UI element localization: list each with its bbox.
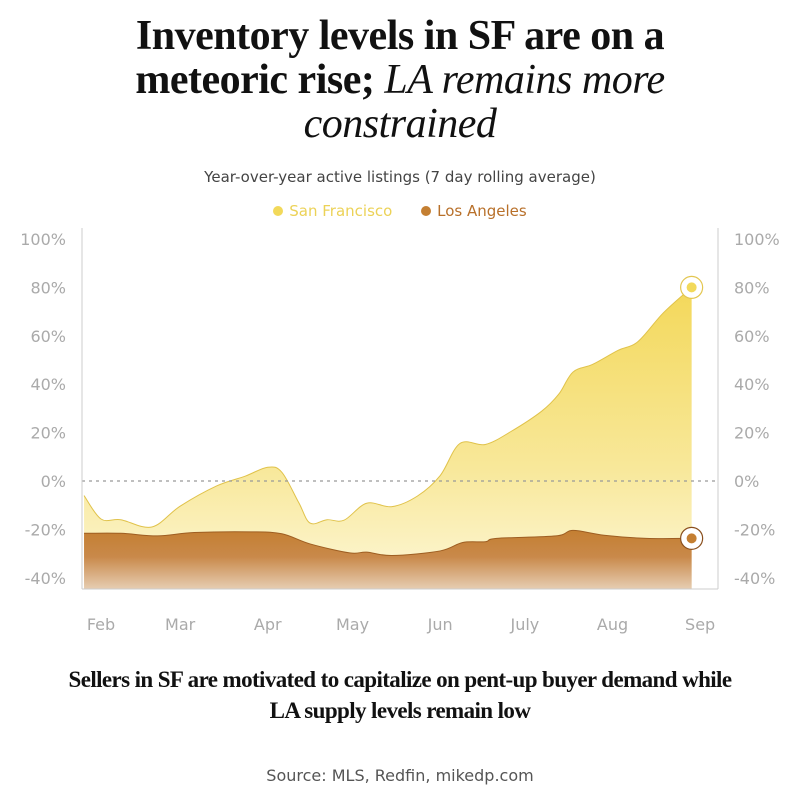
x-tick-label: May xyxy=(336,615,369,634)
y-tick-label-right: -40% xyxy=(734,569,775,588)
y-tick-label-left: 40% xyxy=(30,375,66,394)
chart-caption: Sellers in SF are motivated to capitaliz… xyxy=(68,667,733,723)
y-tick-label-right: 80% xyxy=(734,278,770,297)
legend-item-sf: San Francisco xyxy=(273,202,392,220)
legend-item-la: Los Angeles xyxy=(421,202,527,220)
endpoint-dot-la xyxy=(686,533,697,544)
legend-dot-la xyxy=(421,206,432,216)
legend-label-sf: San Francisco xyxy=(289,202,393,220)
y-tick-label-right: -20% xyxy=(734,520,775,539)
y-tick-label-right: 20% xyxy=(734,424,770,443)
legend-label-la: Los Angeles xyxy=(437,202,527,220)
y-tick-label-left: 0% xyxy=(41,472,66,491)
y-tick-label-right: 60% xyxy=(734,327,770,346)
y-tick-label-left: 100% xyxy=(20,230,66,249)
line-la xyxy=(84,529,692,557)
source-note: Source: MLS, Redfin, mikedp.com xyxy=(266,766,534,785)
y-tick-label-left: -40% xyxy=(25,569,66,588)
y-tick-label-left: 80% xyxy=(30,278,66,297)
x-tick-label: Apr xyxy=(254,615,282,634)
y-tick-label-right: 40% xyxy=(734,375,770,394)
x-tick-label: July xyxy=(510,615,540,634)
y-tick-label-right: 0% xyxy=(734,472,759,491)
area-la xyxy=(84,530,692,589)
x-tick-label: Mar xyxy=(165,615,196,634)
y-tick-label-left: -20% xyxy=(25,520,66,539)
x-tick-label: Feb xyxy=(87,615,115,634)
x-tick-label: Jun xyxy=(427,615,453,634)
line-sf xyxy=(83,287,692,528)
x-tick-label: Aug xyxy=(597,615,628,634)
area-sf xyxy=(84,287,692,589)
chart-subtitle: Year-over-year active listings (7 day ro… xyxy=(204,168,596,186)
title-bold-part: Inventory levels in SF are on a meteoric… xyxy=(135,13,665,103)
y-tick-label-right: 100% xyxy=(734,230,780,249)
endpoint-dot-sf xyxy=(686,282,697,293)
chart-title: Inventory levels in SF are on a meteoric… xyxy=(60,14,740,146)
x-tick-label: Sep xyxy=(685,615,715,634)
legend-dot-sf xyxy=(273,206,284,216)
legend: San Francisco Los Angeles xyxy=(0,202,800,220)
y-tick-label-left: 60% xyxy=(30,327,66,346)
title-italic-part: LA remains more constrained xyxy=(303,57,666,147)
y-tick-label-left: 20% xyxy=(30,424,66,443)
